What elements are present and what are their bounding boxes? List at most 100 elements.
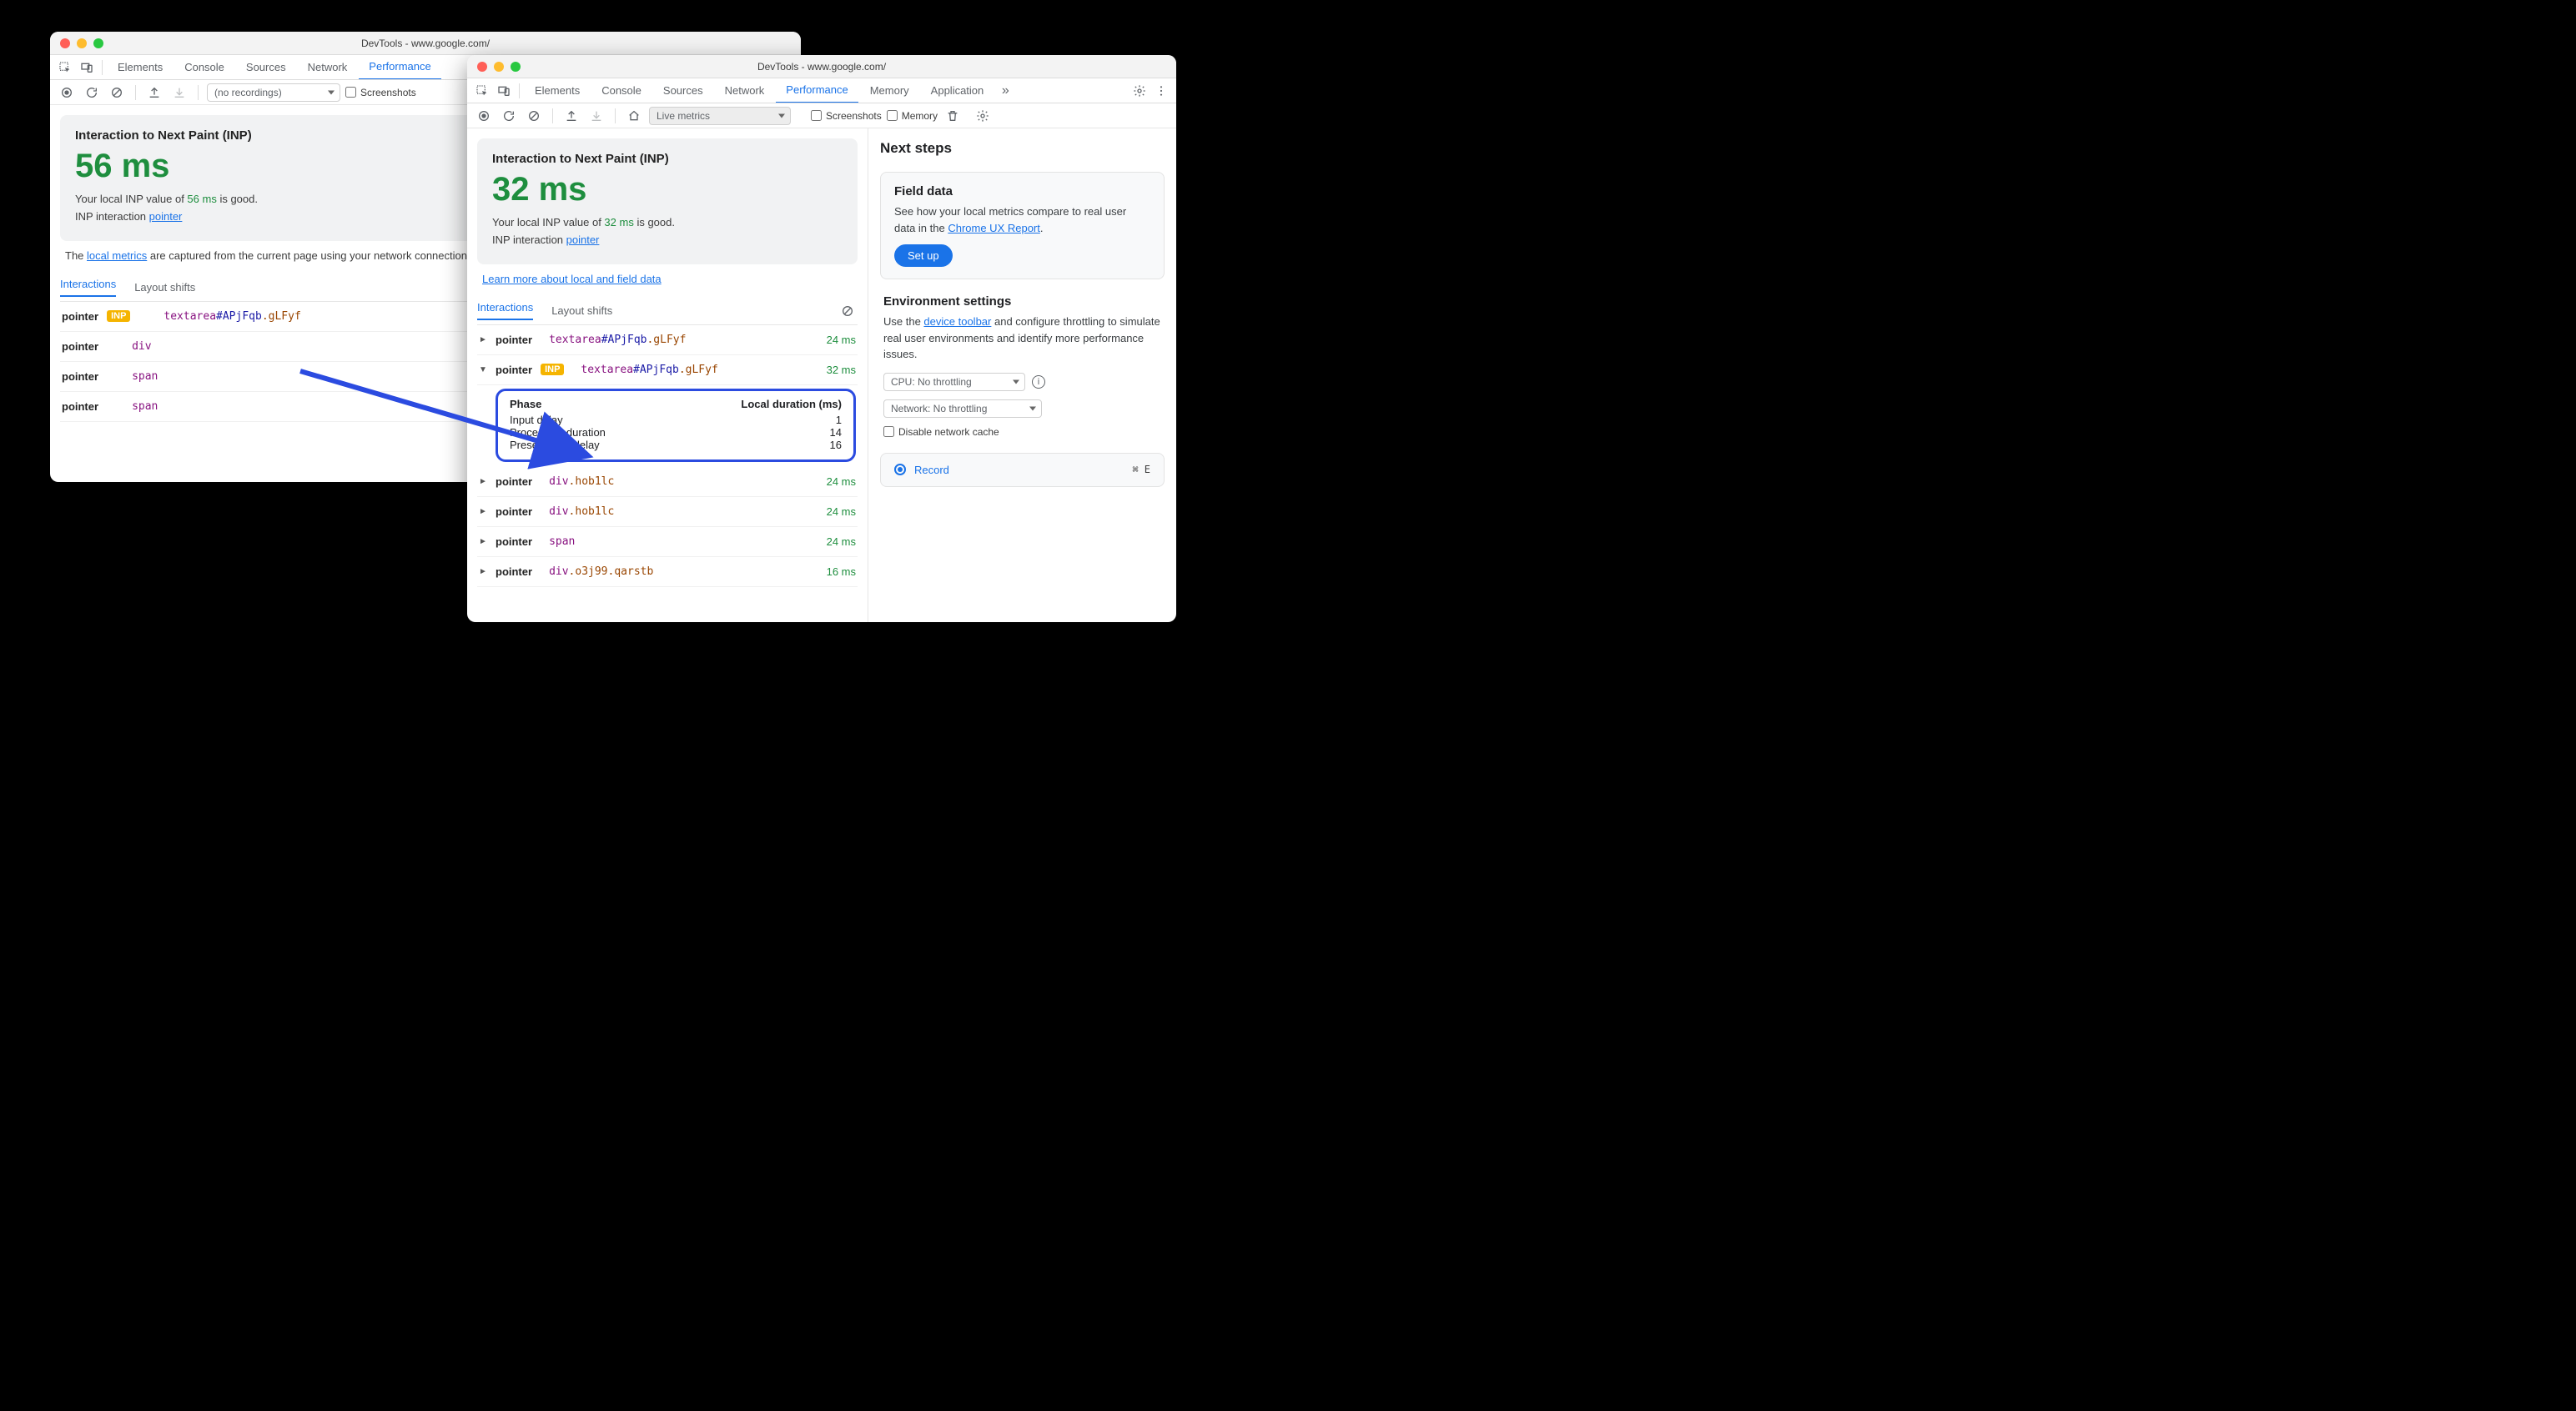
disable-cache-checkbox[interactable]: Disable network cache [883,426,1161,438]
titlebar[interactable]: DevTools - www.google.com/ [50,32,801,55]
inp-interaction-link[interactable]: pointer [566,233,600,246]
inp-card: Interaction to Next Paint (INP) 32 ms Yo… [477,138,858,264]
screenshots-checkbox[interactable]: Screenshots [811,110,882,122]
device-toolbar-link[interactable]: device toolbar [923,315,991,328]
info-icon[interactable]: i [1032,375,1045,389]
table-row[interactable]: ►pointertextarea#APjFqb.gLFyf24 ms [477,325,858,355]
interaction-type: pointer [62,340,98,353]
more-tabs-icon[interactable]: » [995,81,1015,101]
inp-heading: Interaction to Next Paint (INP) [492,152,843,166]
divider [102,60,103,75]
table-row[interactable]: ▼pointerINPtextarea#APjFqb.gLFyf32 ms [477,355,858,385]
trash-icon[interactable] [943,106,963,126]
upload-icon[interactable] [561,106,581,126]
gear-icon[interactable] [1130,81,1150,101]
window-title: DevTools - www.google.com/ [50,38,801,49]
field-data-title: Field data [894,184,1150,198]
home-icon[interactable] [624,106,644,126]
set-up-button[interactable]: Set up [894,244,953,267]
disclosure-triangle-icon[interactable]: ► [479,567,487,576]
clear-icon[interactable] [524,106,544,126]
table-row[interactable]: ►pointerspan24 ms [477,527,858,557]
divider [198,85,199,100]
tab-sources[interactable]: Sources [236,55,296,80]
inp-summary-suffix: is good. [634,216,675,228]
close-icon[interactable] [60,38,70,48]
tab-console[interactable]: Console [591,78,652,103]
tab-elements[interactable]: Elements [108,55,173,80]
zoom-icon[interactable] [93,38,103,48]
disclosure-triangle-icon[interactable]: ► [479,335,487,344]
gear-icon[interactable] [973,106,993,126]
selector: div.hob1lc [549,505,666,518]
phase-label: Presentation delay [510,439,600,451]
learn-more-text[interactable]: Learn more about local and field data [482,273,662,285]
duration: 32 ms [827,364,856,376]
tab-elements[interactable]: Elements [525,78,590,103]
table-row[interactable]: ►pointerdiv.o3j99.qarstb16 ms [477,557,858,587]
tab-application[interactable]: Application [921,78,994,103]
tab-layout-shifts[interactable]: Layout shifts [134,281,195,294]
screenshots-checkbox[interactable]: Screenshots [345,87,416,98]
phase-col-label: Phase [510,398,541,410]
minimize-icon[interactable] [494,62,504,72]
interaction-type: pointer [62,370,98,383]
tab-sources[interactable]: Sources [653,78,713,103]
tab-performance[interactable]: Performance [776,78,858,103]
upload-icon[interactable] [144,83,164,103]
local-metrics-link[interactable]: local metrics [87,249,147,262]
minimize-icon[interactable] [77,38,87,48]
titlebar[interactable]: DevTools - www.google.com/ [467,55,1176,78]
main-column: Interaction to Next Paint (INP) 32 ms Yo… [467,128,868,622]
kebab-icon[interactable] [1151,81,1171,101]
env-panel: Environment settings Use the device tool… [880,294,1165,438]
device-toolbar-icon[interactable] [77,58,97,78]
cpu-throttling-dropdown[interactable]: CPU: No throttling [883,373,1025,391]
record-label[interactable]: Record [914,464,949,476]
record-icon[interactable] [474,106,494,126]
disclosure-triangle-icon[interactable]: ▼ [479,365,487,374]
live-metrics-dropdown[interactable]: Live metrics [649,107,791,125]
reload-icon[interactable] [82,83,102,103]
screenshots-label: Screenshots [360,87,416,98]
interaction-type: pointer [496,334,532,346]
crux-link[interactable]: Chrome UX Report [948,222,1040,234]
memory-checkbox[interactable]: Memory [887,110,938,122]
learn-more-link[interactable]: Learn more about local and field data [477,271,858,288]
inspect-icon[interactable] [55,58,75,78]
interaction-type: pointer [496,535,532,548]
tab-performance[interactable]: Performance [359,55,440,80]
record-icon[interactable] [57,83,77,103]
download-icon[interactable] [586,106,606,126]
disclosure-triangle-icon[interactable]: ► [479,507,487,516]
tab-console[interactable]: Console [174,55,234,80]
recordings-dropdown[interactable]: (no recordings) [207,83,340,102]
reload-icon[interactable] [499,106,519,126]
network-throttling-dropdown[interactable]: Network: No throttling [883,399,1042,418]
inp-value: 32 ms [492,171,843,208]
selector: span [132,370,249,383]
tab-layout-shifts[interactable]: Layout shifts [551,304,612,317]
inp-summary-value: 32 ms [604,216,633,228]
clear-icon[interactable] [107,83,127,103]
tab-interactions[interactable]: Interactions [477,301,533,320]
inspect-icon[interactable] [472,81,492,101]
table-row[interactable]: ►pointerdiv.hob1lc24 ms [477,497,858,527]
zoom-icon[interactable] [511,62,521,72]
close-icon[interactable] [477,62,487,72]
tab-interactions[interactable]: Interactions [60,278,116,297]
duration: 24 ms [827,505,856,518]
ban-icon[interactable] [838,301,858,321]
tab-memory[interactable]: Memory [860,78,919,103]
next-steps-heading: Next steps [880,140,1165,157]
device-toolbar-icon[interactable] [494,81,514,101]
disclosure-triangle-icon[interactable]: ► [479,477,487,486]
tab-network[interactable]: Network [715,78,775,103]
window-title: DevTools - www.google.com/ [467,61,1176,73]
record-dot-icon[interactable] [894,464,906,475]
download-icon[interactable] [169,83,189,103]
tab-network[interactable]: Network [298,55,358,80]
inp-interaction-link[interactable]: pointer [149,210,183,223]
table-row[interactable]: ►pointerdiv.hob1lc24 ms [477,467,858,497]
disclosure-triangle-icon[interactable]: ► [479,537,487,546]
